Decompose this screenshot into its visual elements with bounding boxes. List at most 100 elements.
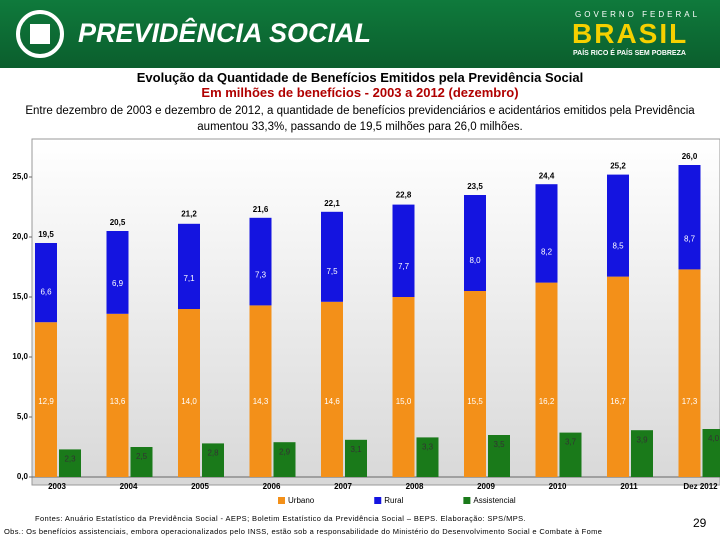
legend-swatch — [374, 497, 382, 504]
value-label: 16,7 — [610, 397, 626, 406]
bar-segment — [273, 442, 296, 477]
y-tick-label: 0,0 — [17, 472, 29, 481]
bar-segment — [345, 439, 367, 477]
value-label: 2,8 — [207, 449, 219, 458]
bar-segment — [678, 269, 701, 477]
value-label: 7,5 — [326, 267, 338, 276]
value-label: 17,3 — [682, 397, 698, 406]
value-label: 12,9 — [38, 397, 54, 406]
page-number: 29 — [693, 516, 707, 530]
value-label: 2,5 — [136, 452, 148, 461]
x-tick-label: 2004 — [120, 482, 138, 491]
legend-label: Urbano — [288, 496, 315, 505]
value-label: 16,2 — [539, 397, 555, 406]
source-note: Fontes: Anuário Estatístico da Previdênc… — [35, 514, 527, 523]
header-band — [0, 0, 720, 68]
total-label: 23,5 — [467, 182, 483, 191]
total-label: 25,2 — [610, 162, 626, 171]
total-label: 22,1 — [324, 199, 340, 208]
bar-segment — [464, 291, 486, 477]
bar-segment — [607, 174, 629, 277]
bar-segment — [202, 443, 224, 477]
value-label: 4,0 — [708, 434, 720, 443]
description: Entre dezembro de 2003 e dezembro de 201… — [25, 105, 695, 133]
value-label: 8,5 — [612, 242, 624, 251]
bar-segment — [35, 243, 57, 323]
legend-label: Assistencial — [473, 496, 515, 505]
value-label: 3,9 — [636, 435, 648, 444]
bar-segment — [249, 217, 272, 306]
total-label: 24,4 — [539, 171, 555, 180]
gov-text: GOVERNO FEDERAL — [575, 10, 701, 19]
x-tick-label: 2006 — [263, 482, 281, 491]
country-text: BRASIL — [572, 18, 689, 49]
value-label: 8,0 — [469, 256, 481, 265]
value-label: 6,9 — [112, 279, 124, 288]
value-label: 13,6 — [110, 397, 126, 406]
bar-segment — [535, 184, 558, 283]
value-label: 3,3 — [422, 443, 434, 452]
bar-segment — [464, 195, 486, 291]
legend-swatch — [278, 497, 285, 504]
y-tick-label: 10,0 — [12, 352, 28, 361]
bar-segment — [321, 211, 343, 302]
value-label: 6,6 — [40, 287, 52, 296]
bar-segment — [488, 435, 510, 477]
bar-segment — [607, 276, 629, 477]
value-label: 15,5 — [467, 397, 483, 406]
value-label: 8,7 — [684, 235, 696, 244]
slogan: PAÍS RICO É PAÍS SEM POBREZA — [573, 50, 686, 57]
bar-segment — [702, 429, 720, 477]
bar-segment — [249, 305, 272, 477]
bar-segment — [535, 282, 558, 477]
value-label: 14,0 — [181, 397, 197, 406]
bar-segment — [130, 447, 153, 477]
bar-segment — [631, 430, 653, 477]
chart-title: Evolução da Quantidade de Benefícios Emi… — [136, 70, 584, 85]
logo-icon — [16, 10, 64, 58]
x-tick-label: 2005 — [191, 482, 209, 491]
y-tick-label: 25,0 — [12, 172, 28, 181]
logo-text: PREVIDÊNCIA SOCIAL — [78, 18, 372, 48]
plot-area — [31, 138, 720, 486]
y-tick-label: 20,0 — [12, 232, 28, 241]
obs-note: Obs.: Os benefícios assistenciais, embor… — [4, 527, 603, 536]
total-label: 20,5 — [110, 218, 126, 227]
total-label: 21,2 — [181, 210, 197, 219]
bar-segment — [392, 204, 415, 297]
value-label: 3,5 — [493, 440, 505, 449]
x-tick-label: 2003 — [48, 482, 66, 491]
y-tick-label: 15,0 — [12, 292, 28, 301]
x-tick-label: Dez 2012 — [683, 482, 718, 491]
x-tick-label: 2007 — [334, 482, 352, 491]
bar-segment — [392, 297, 415, 477]
value-label: 3,7 — [565, 438, 577, 447]
legend-label: Rural — [384, 496, 403, 505]
total-label: 26,0 — [682, 152, 698, 161]
legend-swatch — [463, 497, 471, 504]
value-label: 3,1 — [350, 445, 362, 454]
value-label: 8,2 — [541, 248, 553, 257]
value-label: 2,3 — [64, 455, 76, 464]
bar-segment — [35, 322, 57, 477]
total-label: 21,6 — [253, 205, 269, 214]
bar-segment — [678, 165, 701, 270]
bar-segment — [416, 437, 439, 477]
value-label: 7,3 — [255, 271, 267, 280]
bar-segment — [59, 449, 81, 477]
bar-segment — [178, 309, 200, 477]
x-tick-label: 2011 — [620, 482, 638, 491]
value-label: 15,0 — [396, 397, 412, 406]
value-label: 14,3 — [253, 397, 269, 406]
bar-segment — [106, 313, 129, 477]
value-label: 7,1 — [183, 274, 195, 283]
value-label: 7,7 — [398, 262, 410, 271]
x-tick-label: 2008 — [406, 482, 424, 491]
x-tick-label: 2010 — [549, 482, 567, 491]
bar-segment — [178, 223, 200, 309]
bar-segment — [106, 231, 129, 314]
value-label: 2,9 — [279, 447, 291, 456]
value-label: 14,6 — [324, 397, 340, 406]
